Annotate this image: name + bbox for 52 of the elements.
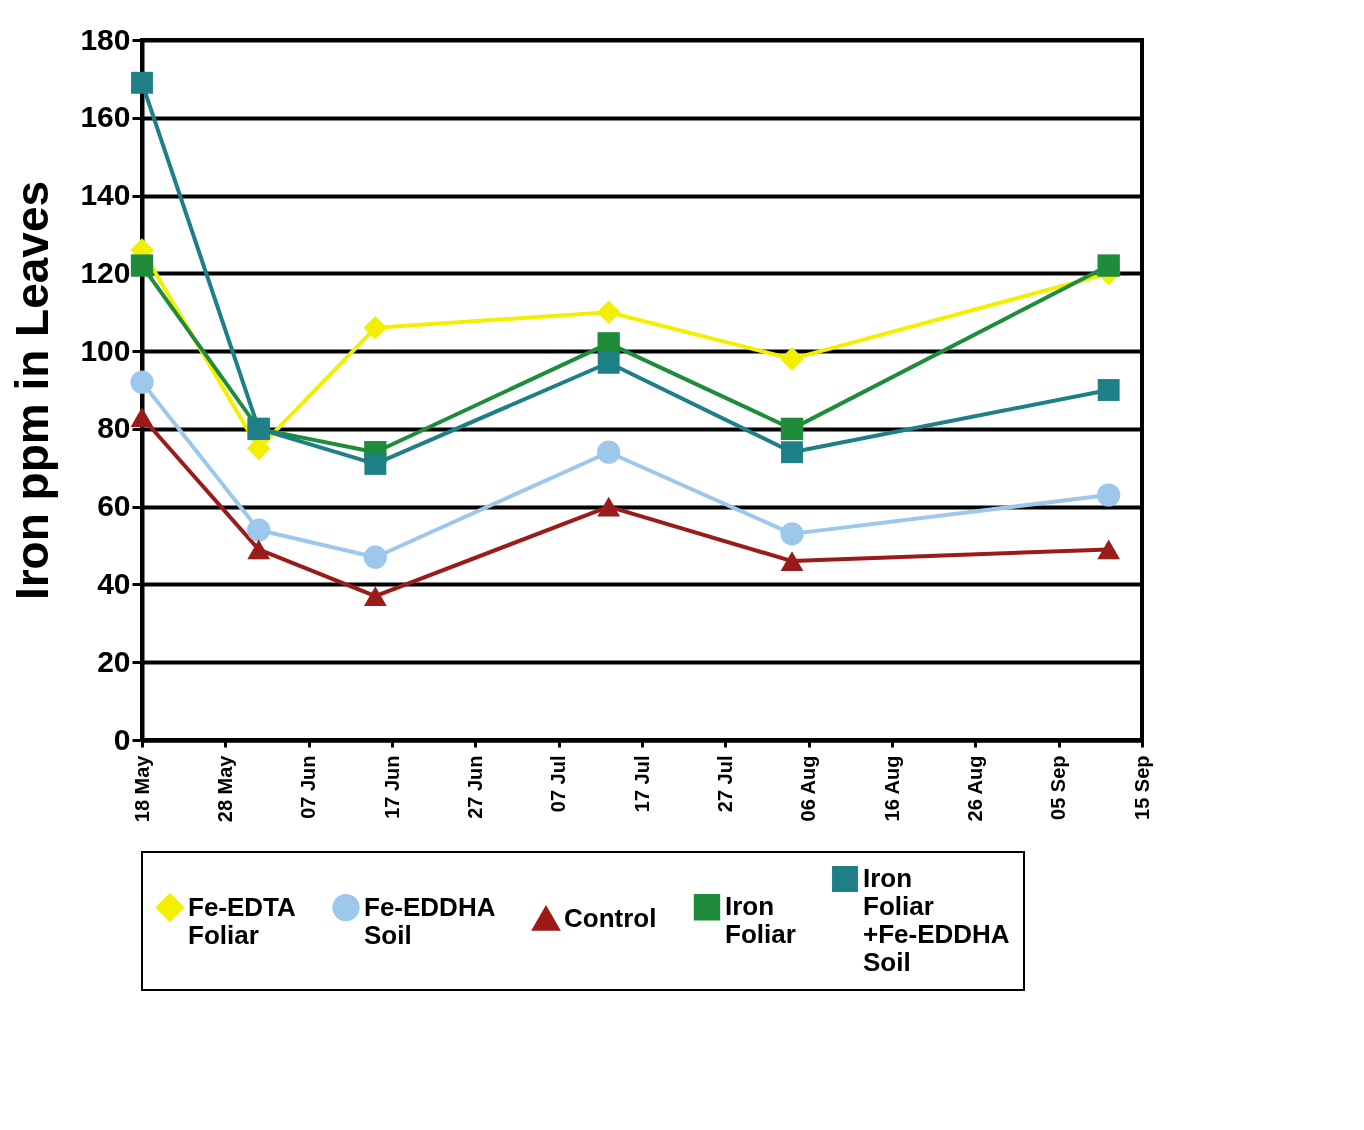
x-tick-label: 07 Jul (547, 755, 570, 813)
y-tick-label: 160 (80, 100, 131, 134)
y-tick-label: 100 (80, 333, 131, 367)
point (597, 440, 621, 464)
x-tick-label: 15 Sep (1130, 755, 1153, 820)
y-tick-label: 0 (113, 722, 131, 756)
point (130, 407, 154, 428)
x-tick-label: 05 Sep (1047, 755, 1070, 820)
y-tick-label: 40 (97, 566, 131, 600)
point (130, 370, 154, 394)
y-tick-label: 80 (97, 411, 131, 445)
point (363, 586, 387, 606)
legend-label: Iron Foliar (725, 891, 796, 950)
x-tick-label: 18 May (130, 754, 153, 823)
legend-label: Control (564, 902, 657, 933)
x-tick-label: 27 Jun (463, 755, 486, 819)
point (131, 71, 153, 94)
y-tick-label: 20 (97, 644, 131, 678)
y-tick-label: 180 (80, 22, 131, 56)
y-tick-label: 120 (80, 255, 131, 289)
point (597, 496, 621, 517)
point (780, 551, 804, 571)
x-tick-label: 17 Jun (380, 755, 403, 819)
point (597, 351, 620, 374)
x-tick-label: 17 Jul (630, 755, 653, 813)
point (781, 441, 803, 464)
y-tick-label: 140 (80, 178, 131, 212)
legend-label: Fe-EDTA Foliar (188, 891, 297, 950)
point (780, 522, 804, 546)
x-tick-label: 07 Jun (297, 755, 320, 819)
point (1097, 539, 1121, 560)
point (364, 452, 387, 475)
point (130, 254, 154, 277)
y-tick-label: 60 (97, 489, 131, 523)
legend-label: Fe-EDDHA Soil (364, 891, 496, 950)
x-tick-label: 28 May (213, 754, 236, 823)
x-tick-label: 27 Jul (713, 755, 736, 813)
point (247, 518, 271, 542)
x-tick-label: 06 Aug (797, 755, 820, 822)
point (363, 545, 387, 569)
point (780, 347, 804, 371)
x-tick-label: 16 Aug (880, 755, 903, 822)
x-tick-label: 26 Aug (963, 755, 986, 822)
point (363, 315, 388, 340)
point (247, 539, 271, 560)
y-axis-title: Iron ppm in Leaves (6, 180, 59, 601)
legend-label: Iron Foliar +Fe-EDDHA Soil (863, 863, 1010, 977)
point (1097, 379, 1120, 401)
point (780, 417, 804, 441)
point (596, 300, 621, 325)
point (1097, 254, 1120, 277)
point (1097, 483, 1121, 507)
